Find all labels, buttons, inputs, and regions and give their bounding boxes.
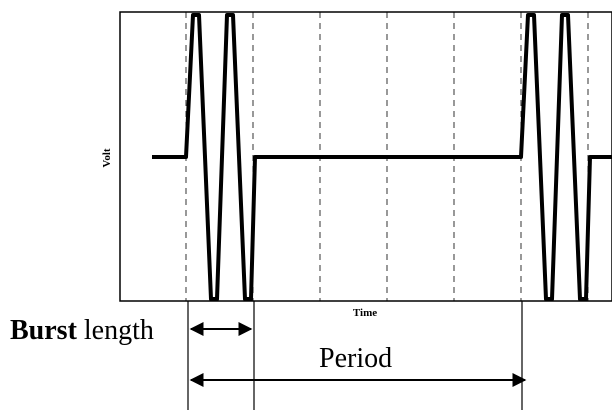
burst-waveform [152,13,612,301]
burst-label-rest: length [77,315,154,346]
burst-length-label: Burst length [10,315,154,346]
y-axis-label: Volt [101,148,113,167]
period-label: Period [319,343,392,374]
x-axis-label: Time [353,307,377,319]
burst-label-bold: Burst [10,315,78,346]
plot-frame [119,11,612,302]
